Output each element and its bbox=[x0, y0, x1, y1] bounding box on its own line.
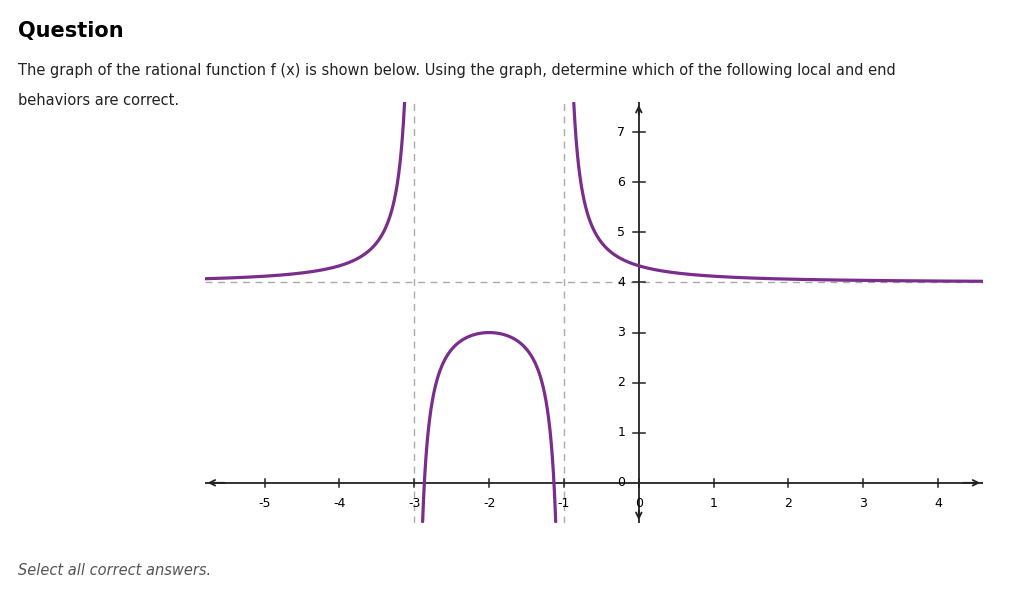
Text: -2: -2 bbox=[483, 497, 496, 510]
Text: 0: 0 bbox=[635, 497, 643, 510]
Text: 7: 7 bbox=[617, 126, 626, 139]
Text: 1: 1 bbox=[617, 426, 626, 439]
Text: -4: -4 bbox=[333, 497, 346, 510]
Text: 2: 2 bbox=[784, 497, 793, 510]
Text: -3: -3 bbox=[409, 497, 421, 510]
Text: 5: 5 bbox=[617, 226, 626, 239]
Text: 4: 4 bbox=[934, 497, 942, 510]
Text: The graph of the rational function f (x) is shown below. Using the graph, determ: The graph of the rational function f (x)… bbox=[18, 63, 896, 78]
Text: 4: 4 bbox=[617, 276, 626, 289]
Text: 3: 3 bbox=[859, 497, 867, 510]
Text: 3: 3 bbox=[617, 326, 626, 339]
Text: -5: -5 bbox=[258, 497, 271, 510]
Text: -1: -1 bbox=[558, 497, 570, 510]
Text: 2: 2 bbox=[617, 376, 626, 389]
Text: Select all correct answers.: Select all correct answers. bbox=[18, 563, 212, 578]
Text: 0: 0 bbox=[617, 477, 626, 489]
Text: 1: 1 bbox=[710, 497, 718, 510]
Text: Question: Question bbox=[18, 21, 124, 41]
Text: behaviors are correct.: behaviors are correct. bbox=[18, 93, 179, 108]
Text: 6: 6 bbox=[617, 176, 626, 189]
